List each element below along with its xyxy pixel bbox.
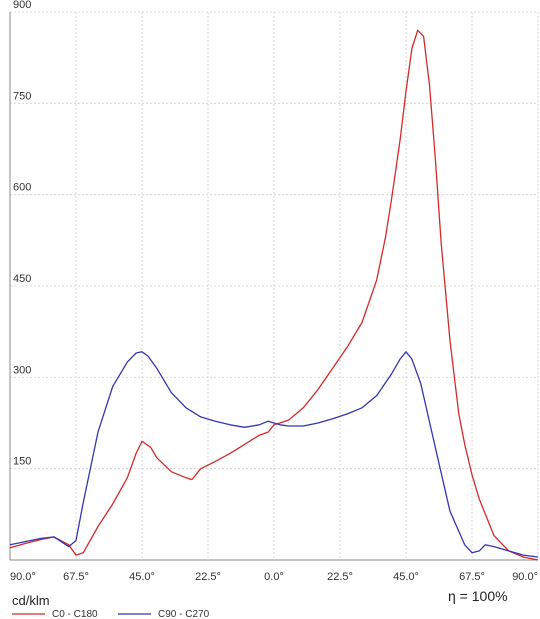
x-tick-label: 45.0° (129, 571, 155, 583)
chart-grid (9, 11, 539, 560)
y-tick-labels: 150 300 450 600 750 900 (13, 0, 31, 468)
x-tick-label: 45.0° (393, 571, 419, 583)
x-tick-label: 0.0° (264, 571, 284, 583)
y-tick-label: 150 (13, 456, 31, 468)
unit-label: cd/klm (12, 593, 50, 608)
x-tick-label: 90.0° (512, 571, 538, 583)
legend-label-c0-c180: C0 - C180 (52, 609, 98, 619)
y-tick-label: 750 (13, 90, 31, 102)
data-series (9, 29, 539, 561)
y-tick-label: 300 (13, 364, 31, 376)
x-tick-label: 67.5° (459, 571, 485, 583)
x-tick-label: 67.5° (63, 571, 89, 583)
x-tick-label: 22.5° (327, 571, 353, 583)
y-tick-label: 450 (13, 273, 31, 285)
x-tick-labels: 90.0° 67.5° 45.0° 22.5° 0.0° 22.5° 45.0° 67.5° 9… (10, 571, 538, 583)
series-line-c0-c180 (9, 29, 539, 561)
y-tick-label: 900 (13, 0, 31, 11)
legend-label-c90-c270: C90 - C270 (158, 609, 210, 619)
x-tick-label: 22.5° (195, 571, 221, 583)
series-line-c90-c270 (9, 351, 539, 558)
y-tick-label: 600 (13, 182, 31, 194)
efficiency-label: η = 100% (448, 588, 508, 604)
chart-axes (9, 12, 538, 561)
legend: C0 - C180 C90 - C270 (12, 609, 210, 619)
x-tick-label: 90.0° (10, 571, 36, 583)
